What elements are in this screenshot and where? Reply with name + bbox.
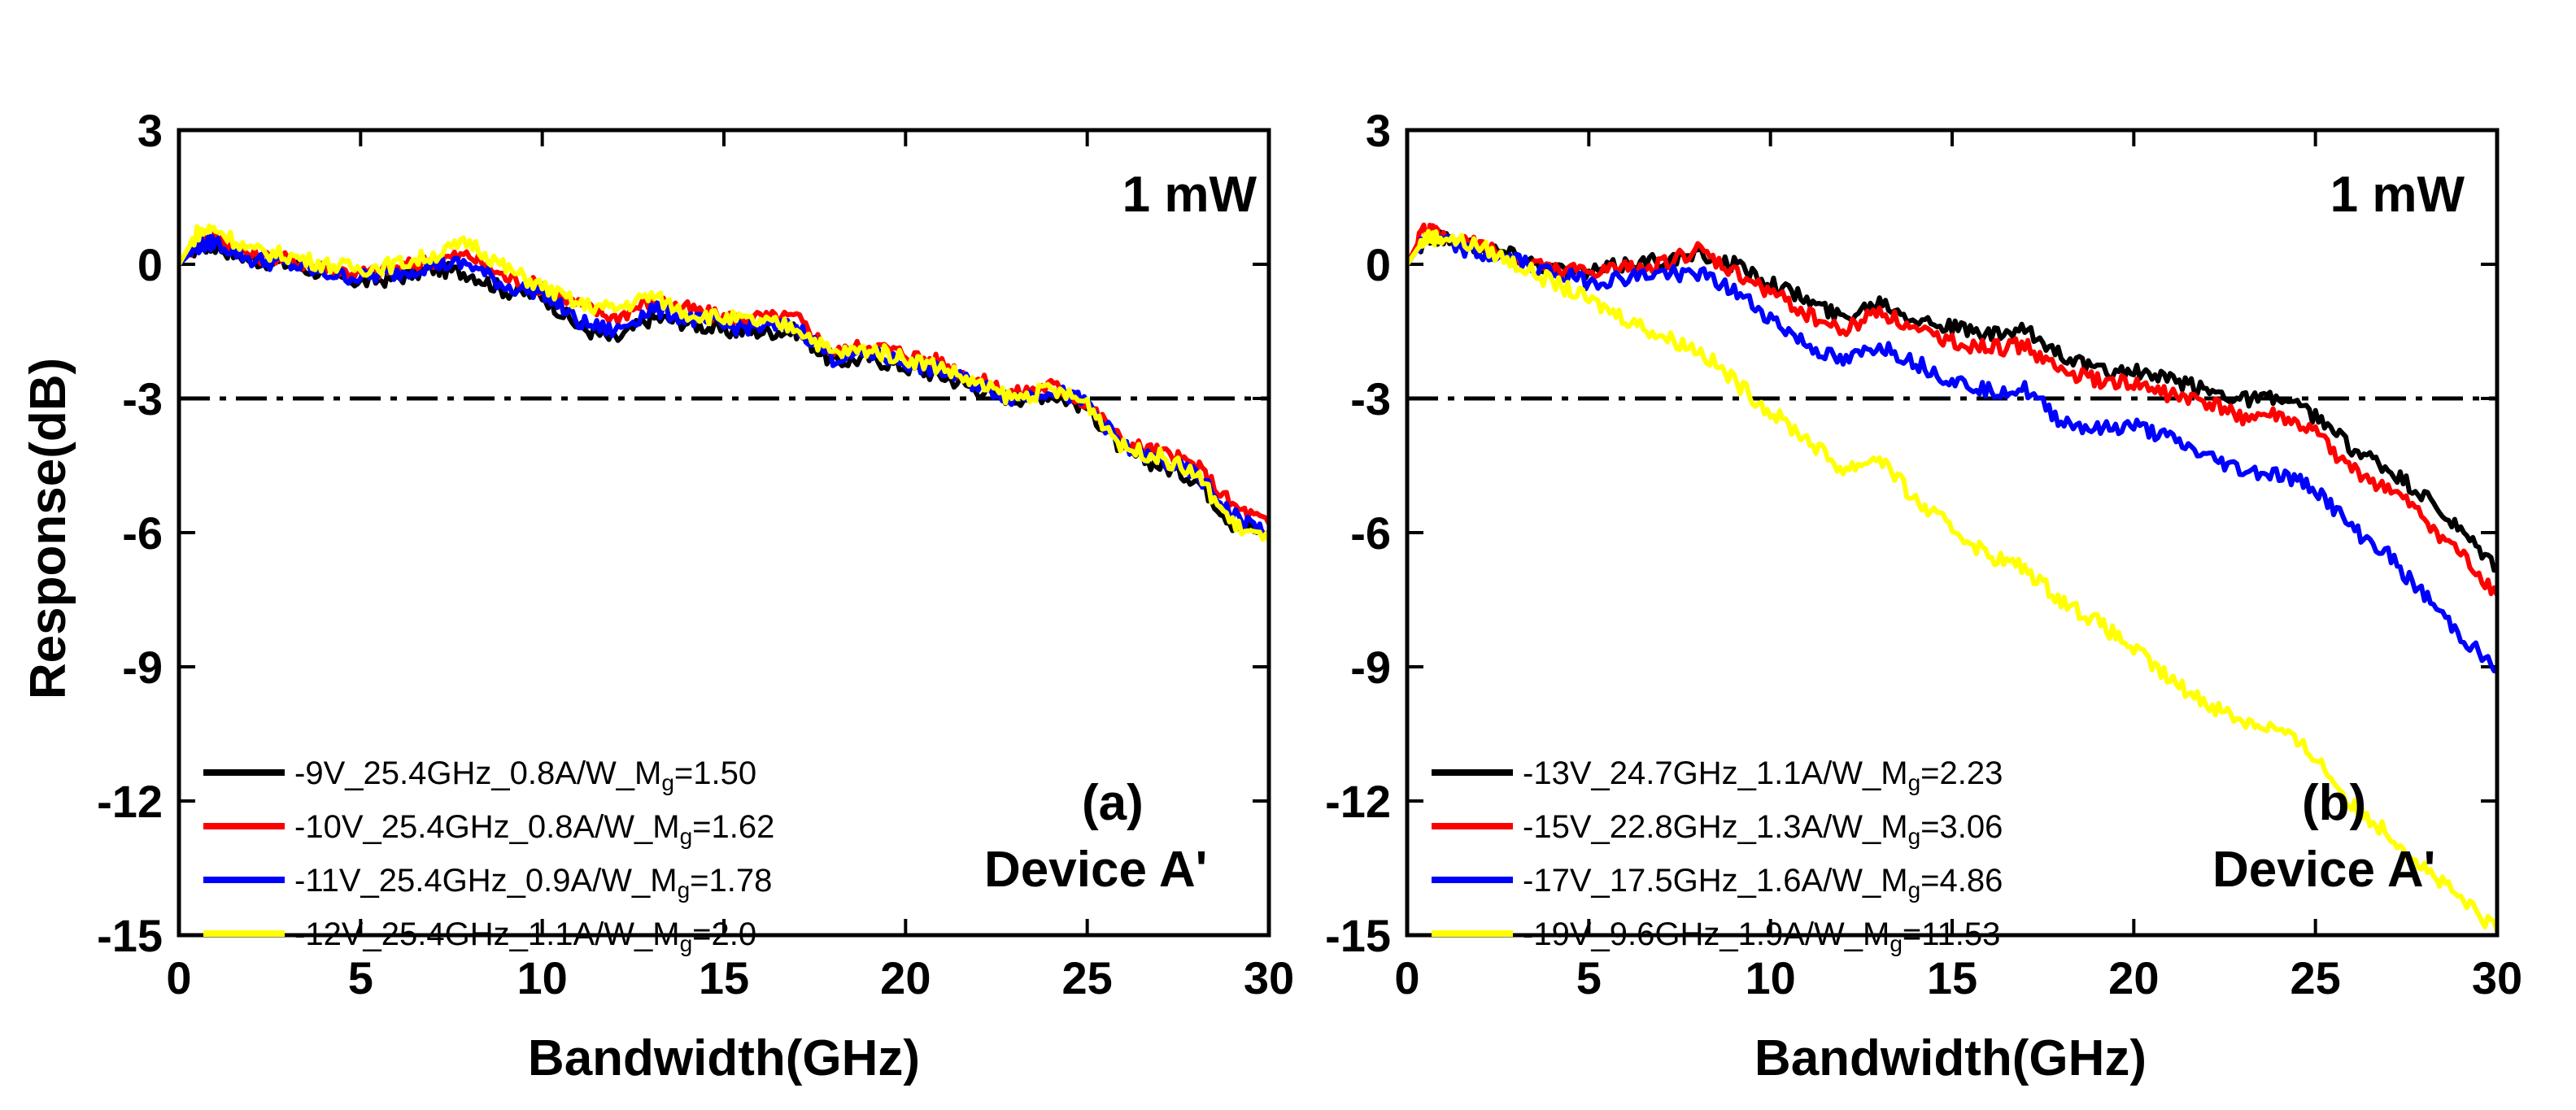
y-tick-label-b: -12 [1325, 776, 1391, 827]
x-tick-label-b: 25 [2291, 952, 2341, 1003]
legend-value: =1.78 [690, 863, 772, 899]
plot-frame-b [1405, 128, 2500, 938]
legend-entry-b-0: -13V_24.7GHz_1.1A/W_Mg=2.23 [1523, 755, 2003, 795]
x-tick-label-b: 0 [1394, 952, 1419, 1003]
y-tick-label-a: -9 [122, 642, 163, 693]
device-label-a: Device A' [984, 842, 1207, 898]
y-tick-label-a: -6 [122, 507, 163, 559]
legend-name: -11V_25.4GHz_0.9A/W_M [294, 863, 678, 899]
legend-name: -15V_22.8GHz_1.3A/W_M [1523, 809, 1908, 845]
x-tick-label-a: 30 [1244, 952, 1294, 1003]
x-tick-label-b: 5 [1576, 952, 1602, 1003]
legend-value: =1.62 [692, 809, 774, 845]
x-tick-label-a: 15 [699, 952, 749, 1003]
y-axis-title: Response(dB) [20, 358, 76, 699]
plot-area-b: 0 5 10 15 20 25 3030-3-6-9-12-15-13V_24.7GHz_1… [1325, 105, 2522, 1003]
legend-value: =3.06 [1920, 809, 2003, 845]
legend-subscript: g [1908, 770, 1921, 795]
x-tick-label-b: 10 [1746, 952, 1796, 1003]
series-line-b-1 [1405, 222, 2500, 597]
legend-subscript: g [1890, 931, 1903, 956]
legend-value: =11.53 [1903, 916, 2001, 952]
series-line-a-3 [177, 223, 1271, 543]
legend-entry-b-2: -17V_17.5GHz_1.6A/W_Mg=4.86 [1523, 863, 2003, 903]
legend-subscript: g [1908, 877, 1921, 903]
plot-frame-a [177, 128, 1271, 938]
panel-label-b: (b) [2302, 775, 2366, 831]
x-tick-label-a: 20 [880, 952, 931, 1003]
power-label-a: 1 mW [1122, 167, 1257, 223]
legend-subscript: g [680, 931, 693, 956]
chart-panel-a: 0 5 10 15 20 25 3030-3-6-9-12-15-9V_25.4GHz_0.… [97, 105, 1294, 1086]
legend-entry-a-0: -9V_25.4GHz_0.8A/W_Mg=1.50 [294, 755, 756, 795]
y-tick-label-a: -12 [97, 776, 163, 827]
legend-subscript: g [678, 877, 691, 903]
y-tick-label-a: -15 [97, 910, 163, 961]
power-label-b: 1 mW [2330, 167, 2465, 223]
legend-entry-b-1: -15V_22.8GHz_1.3A/W_Mg=3.06 [1523, 809, 2003, 849]
legend-entry-a-3: -12V_25.4GHz_1.1A/W_Mg=2.0 [294, 916, 756, 956]
legend-name: -9V_25.4GHz_0.8A/W_M [294, 755, 661, 791]
y-tick-label-b: -9 [1350, 642, 1391, 693]
x-tick-label-a: 10 [517, 952, 568, 1003]
x-tick-label-a: 0 [166, 952, 191, 1003]
y-tick-label-b: 0 [1366, 239, 1391, 290]
legend-value: =4.86 [1920, 863, 2003, 899]
y-tick-label-a: -3 [122, 373, 163, 424]
x-tick-label-a: 25 [1062, 952, 1113, 1003]
device-label-b: Device A' [2212, 842, 2435, 898]
legend-name: -17V_17.5GHz_1.6A/W_M [1523, 863, 1908, 899]
x-axis-title-a: Bandwidth(GHz) [528, 1030, 920, 1086]
series-line-b-3 [1405, 229, 2500, 932]
legend-name: -10V_25.4GHz_0.8A/W_M [294, 809, 680, 845]
legend-value: =2.23 [1920, 755, 2003, 791]
y-tick-label-a: 0 [137, 239, 163, 290]
legend-subscript: g [680, 824, 693, 849]
plot-area-a: 0 5 10 15 20 25 3030-3-6-9-12-15-9V_25.4GHz_0.… [97, 105, 1294, 1003]
x-tick-label-b: 30 [2472, 952, 2522, 1003]
legend-value: =1.50 [674, 755, 756, 791]
y-tick-label-b: -15 [1325, 910, 1391, 961]
y-tick-label-a: 3 [137, 105, 163, 156]
y-tick-label-b: 3 [1366, 105, 1391, 156]
legend-subscript: g [1908, 824, 1921, 849]
legend-entry-a-2: -11V_25.4GHz_0.9A/W_Mg=1.78 [294, 863, 772, 903]
y-tick-label-b: -3 [1350, 373, 1391, 424]
legend-name: -19V_9.6GHz_1.9A/W_M [1523, 916, 1890, 952]
y-tick-label-b: -6 [1350, 507, 1391, 559]
legend-entry-a-1: -10V_25.4GHz_0.8A/W_Mg=1.62 [294, 809, 774, 849]
x-tick-label-a: 5 [348, 952, 373, 1003]
legend-value: =2.0 [692, 916, 756, 952]
panel-label-a: (a) [1082, 775, 1144, 831]
legend-entry-b-3: -19V_9.6GHz_1.9A/W_Mg=11.53 [1523, 916, 2000, 956]
x-tick-label-b: 15 [1927, 952, 1977, 1003]
legend-subscript: g [661, 770, 674, 795]
legend-name: -12V_25.4GHz_1.1A/W_M [294, 916, 680, 952]
legend-name: -13V_24.7GHz_1.1A/W_M [1523, 755, 1908, 791]
x-tick-label-b: 20 [2108, 952, 2159, 1003]
chart-panel-b: 0 5 10 15 20 25 3030-3-6-9-12-15-13V_24.7GHz_1… [1325, 105, 2522, 1086]
x-axis-title-b: Bandwidth(GHz) [1754, 1030, 2147, 1086]
